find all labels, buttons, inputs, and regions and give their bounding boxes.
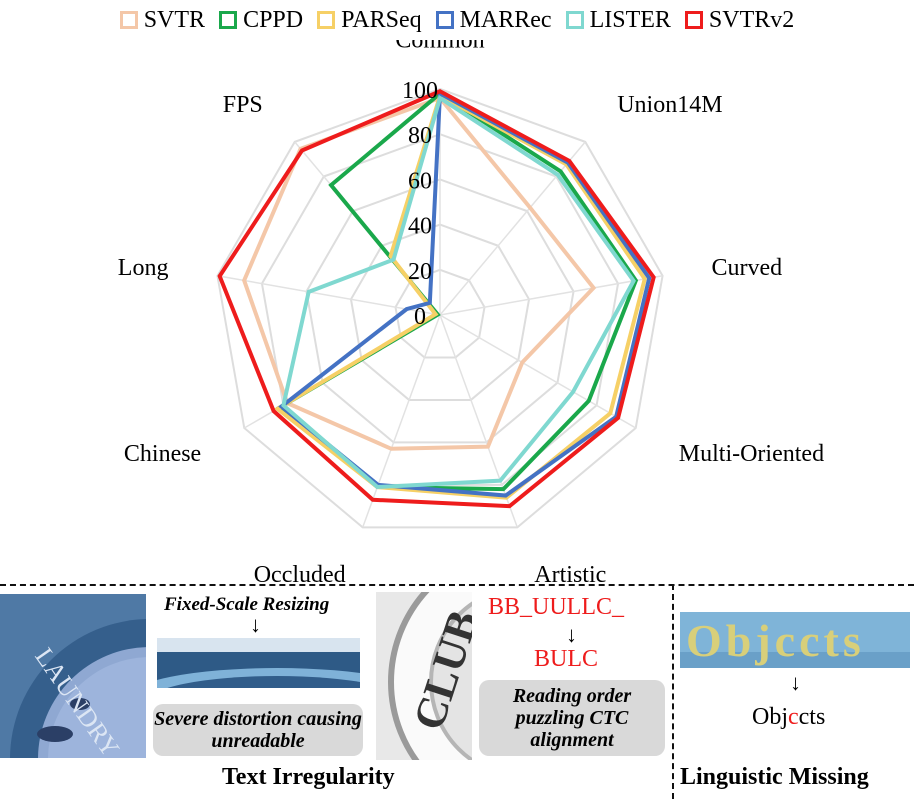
panel-top-divider	[0, 584, 914, 586]
series-line	[276, 91, 639, 492]
text-irregularity-title: Text Irregularity	[222, 764, 395, 790]
tick-label: 80	[408, 123, 432, 149]
legend-label: SVTR	[143, 6, 206, 33]
axis-label: Multi-Oriented	[679, 441, 824, 467]
recognized-word: Objccts	[752, 704, 825, 731]
radar-chart: 0 20 40 60 80 100 Common Union14M Curved Multi-Or…	[118, 40, 824, 585]
ctc-caption: Reading order puzzling CTC alignment	[479, 680, 665, 756]
word-suffix: cts	[798, 704, 826, 730]
panel-vertical-divider	[672, 584, 674, 799]
axis-label: Artistic	[534, 562, 606, 585]
axis-label: Occluded	[254, 562, 346, 585]
grid-ring	[349, 223, 531, 401]
axis-label: Curved	[712, 255, 783, 281]
axis-label: Common	[395, 40, 484, 53]
tick-label: 40	[408, 214, 432, 240]
club-photo: CLUB	[376, 592, 472, 760]
legend-swatch	[684, 11, 703, 29]
legend-label: PARSeq	[341, 6, 422, 33]
word-prefix: Obj	[752, 704, 788, 730]
legend-swatch	[565, 11, 584, 29]
legend-swatch	[119, 11, 138, 29]
series-line	[217, 89, 656, 509]
grid-ring	[216, 87, 664, 529]
grid-spoke	[439, 275, 663, 316]
grid-ring	[305, 178, 575, 444]
grid-spoke	[439, 314, 519, 528]
legend-swatch	[317, 11, 336, 29]
grid-spoke	[439, 141, 586, 316]
axis-label: Chinese	[124, 441, 201, 467]
legend-item: SVTRv2	[684, 6, 795, 34]
legend-item: PARSeq	[317, 6, 422, 34]
series-line	[278, 90, 652, 498]
linguistic-missing-title: Linguistic Missing	[680, 764, 869, 790]
axis-label: FPS	[223, 92, 263, 118]
legend-label: LISTER	[589, 6, 671, 33]
legend-item: LISTER	[565, 6, 671, 34]
tick-label: 0	[414, 304, 426, 330]
legend-item: SVTR	[119, 6, 206, 34]
ctc-result: BULC	[534, 646, 599, 672]
tick-label: 100	[402, 78, 438, 104]
objects-word-image: Objccts	[680, 612, 910, 668]
grid-spoke	[361, 314, 441, 528]
legend-label: SVTRv2	[708, 6, 795, 33]
arrow-down-icon: ↓	[790, 670, 801, 695]
resize-label: Fixed-Scale Resizing	[164, 594, 330, 615]
series-line	[281, 94, 636, 490]
series-line	[241, 95, 597, 451]
grid-ring	[394, 268, 486, 359]
tick-label: 60	[408, 168, 432, 194]
illustration-panel: LAUNDRY Fixed-Scale Resizing ↓ Severe di…	[0, 584, 914, 799]
legend-label: MARRec	[459, 6, 552, 33]
laundry-photo: LAUNDRY	[0, 594, 146, 758]
legend-label: CPPD	[243, 6, 304, 33]
arrow-down-icon: ↓	[566, 622, 577, 647]
grid-spoke	[439, 314, 637, 429]
legend-item: MARRec	[435, 6, 552, 34]
chart-legend: SVTR CPPD PARSeq MARRec LISTER SVTRv2	[0, 0, 914, 40]
legend-item: CPPD	[219, 7, 303, 34]
legend-swatch	[435, 11, 454, 29]
resize-caption: Severe distortion causing unreadable	[153, 704, 363, 756]
tick-label: 20	[408, 259, 432, 285]
legend-swatch	[219, 11, 238, 29]
series-line	[274, 92, 647, 500]
resized-image	[157, 638, 360, 688]
grid-spoke	[217, 275, 441, 316]
ctc-raw-output: BB_UULLC_	[488, 594, 625, 620]
word-image-text: Objccts	[686, 615, 865, 666]
axis-label: Union14M	[617, 92, 722, 118]
arrow-down-icon: ↓	[250, 612, 261, 637]
axis-label: Long	[118, 255, 169, 281]
word-wrong-char: c	[788, 704, 799, 730]
